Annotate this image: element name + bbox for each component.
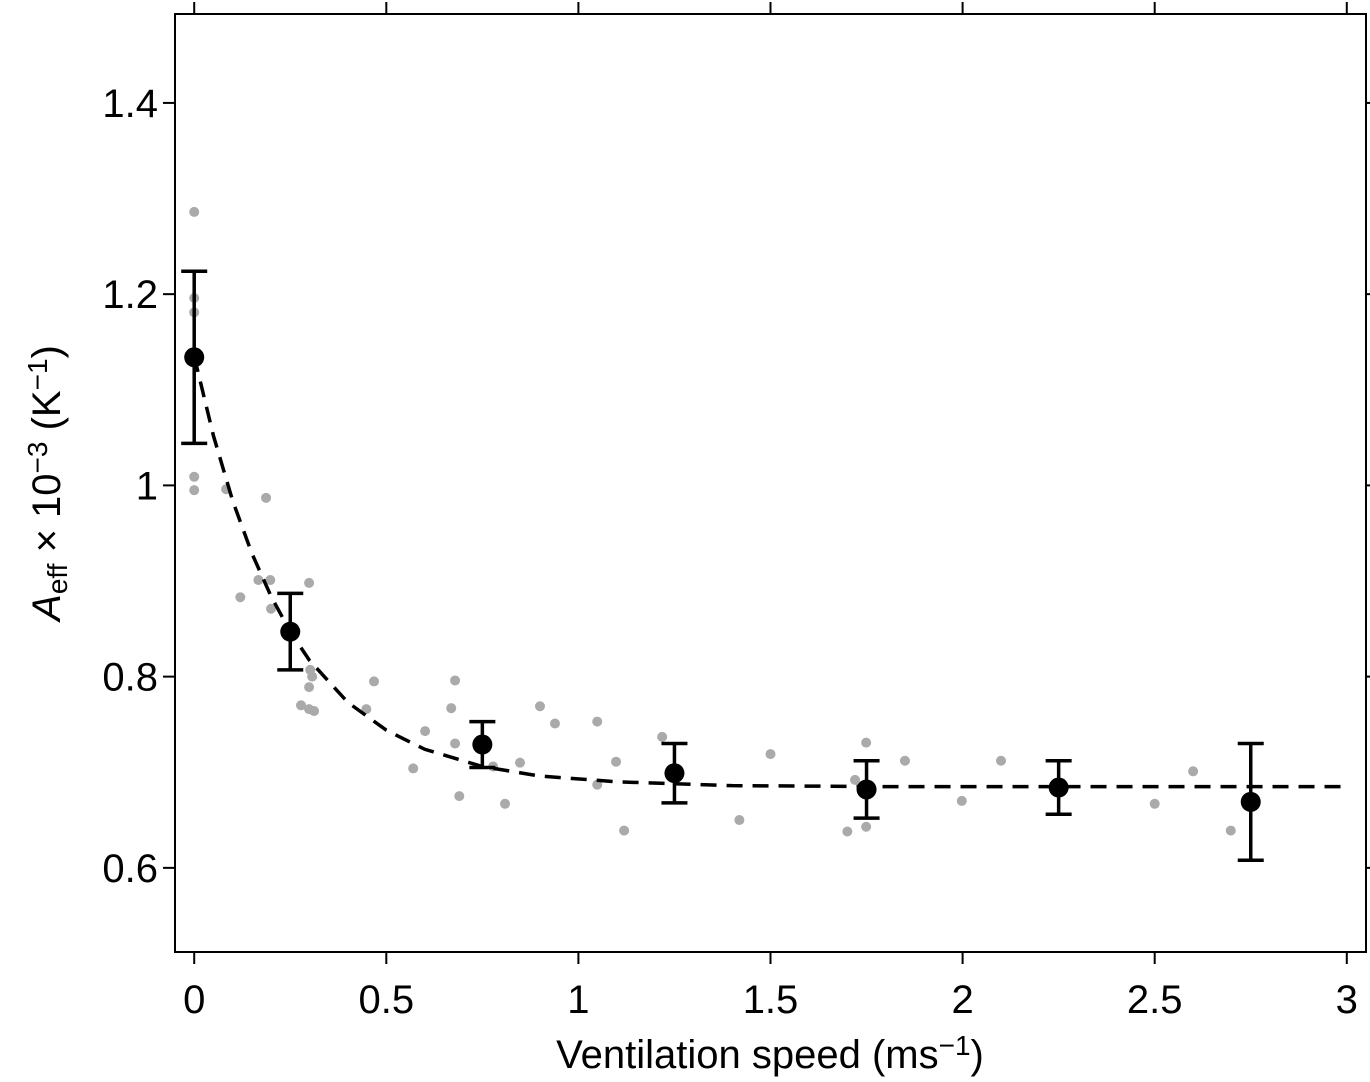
data-point <box>861 821 872 832</box>
x-tick-label: 2.5 <box>1127 978 1183 1022</box>
data-point <box>261 492 272 503</box>
data-point <box>265 575 276 586</box>
data-point <box>549 718 560 729</box>
y-axis-label: Aeff × 10−3 (K−1) <box>22 345 73 623</box>
data-point <box>304 682 315 693</box>
y-tick-label: 1.4 <box>102 82 158 126</box>
data-point <box>450 738 461 749</box>
x-tick-label: 1 <box>567 978 589 1022</box>
data-point <box>307 671 318 682</box>
data-point <box>454 791 465 802</box>
data-point <box>266 603 277 614</box>
data-point <box>361 704 372 715</box>
data-point <box>765 749 776 760</box>
data-point <box>1188 766 1199 777</box>
data-point <box>500 798 511 809</box>
mean-point <box>1048 777 1069 798</box>
y-axis-label-part: (K <box>25 390 69 441</box>
data-point <box>515 757 526 768</box>
y-axis-label-part: A <box>25 594 69 623</box>
mean-point <box>184 347 205 368</box>
data-point <box>408 763 419 774</box>
y-tick-label: 0.8 <box>102 656 158 700</box>
data-point <box>899 755 910 766</box>
data-point <box>235 592 246 603</box>
data-point <box>1225 825 1236 836</box>
y-tick-label: 1 <box>136 464 158 508</box>
fit-line <box>192 355 1347 789</box>
data-point <box>592 716 603 727</box>
data-point <box>446 703 457 714</box>
y-tick-label: 1.2 <box>102 273 158 317</box>
x-axis-label-part: −1 <box>939 1030 971 1061</box>
mean-point <box>664 763 685 784</box>
data-point <box>253 575 264 586</box>
data-point <box>369 676 380 687</box>
x-axis-label-part: ) <box>971 1033 984 1077</box>
mean-point <box>856 779 877 800</box>
x-tick-label: 0.5 <box>359 978 415 1022</box>
data-point <box>734 815 745 826</box>
x-tick-label: 0 <box>183 978 205 1022</box>
mean-point <box>280 621 301 642</box>
data-point <box>189 206 200 217</box>
data-point <box>296 700 307 711</box>
data-point <box>304 577 315 588</box>
data-point <box>1149 798 1160 809</box>
data-point <box>534 701 545 712</box>
data-point <box>850 774 861 785</box>
plot-frame <box>174 13 1367 953</box>
y-axis-label-part: ) <box>25 345 69 358</box>
mean-point <box>472 734 493 755</box>
y-axis-label-part: × 10 <box>25 473 69 563</box>
x-tick-label: 1.5 <box>743 978 799 1022</box>
y-tick-label: 0.6 <box>102 847 158 891</box>
y-axis-label-part: −1 <box>22 358 53 390</box>
mean-point <box>1240 791 1261 812</box>
y-axis-label-part: eff <box>42 563 73 594</box>
data-point <box>309 706 320 717</box>
data-point <box>657 731 668 742</box>
x-tick-label: 3 <box>1336 978 1358 1022</box>
data-point <box>611 756 622 767</box>
data-point <box>861 737 872 748</box>
data-point <box>842 826 853 837</box>
x-tick-label: 2 <box>951 978 973 1022</box>
data-point <box>956 795 967 806</box>
data-point <box>619 825 630 836</box>
x-axis-label-part: Ventilation speed (ms <box>556 1033 938 1077</box>
y-axis-label-part: −3 <box>22 442 53 474</box>
data-point <box>450 675 461 686</box>
data-point <box>189 485 200 496</box>
data-point <box>420 726 431 737</box>
data-point <box>189 471 200 482</box>
data-point <box>996 755 1007 766</box>
x-axis-label: Ventilation speed (ms−1) <box>556 1030 984 1077</box>
